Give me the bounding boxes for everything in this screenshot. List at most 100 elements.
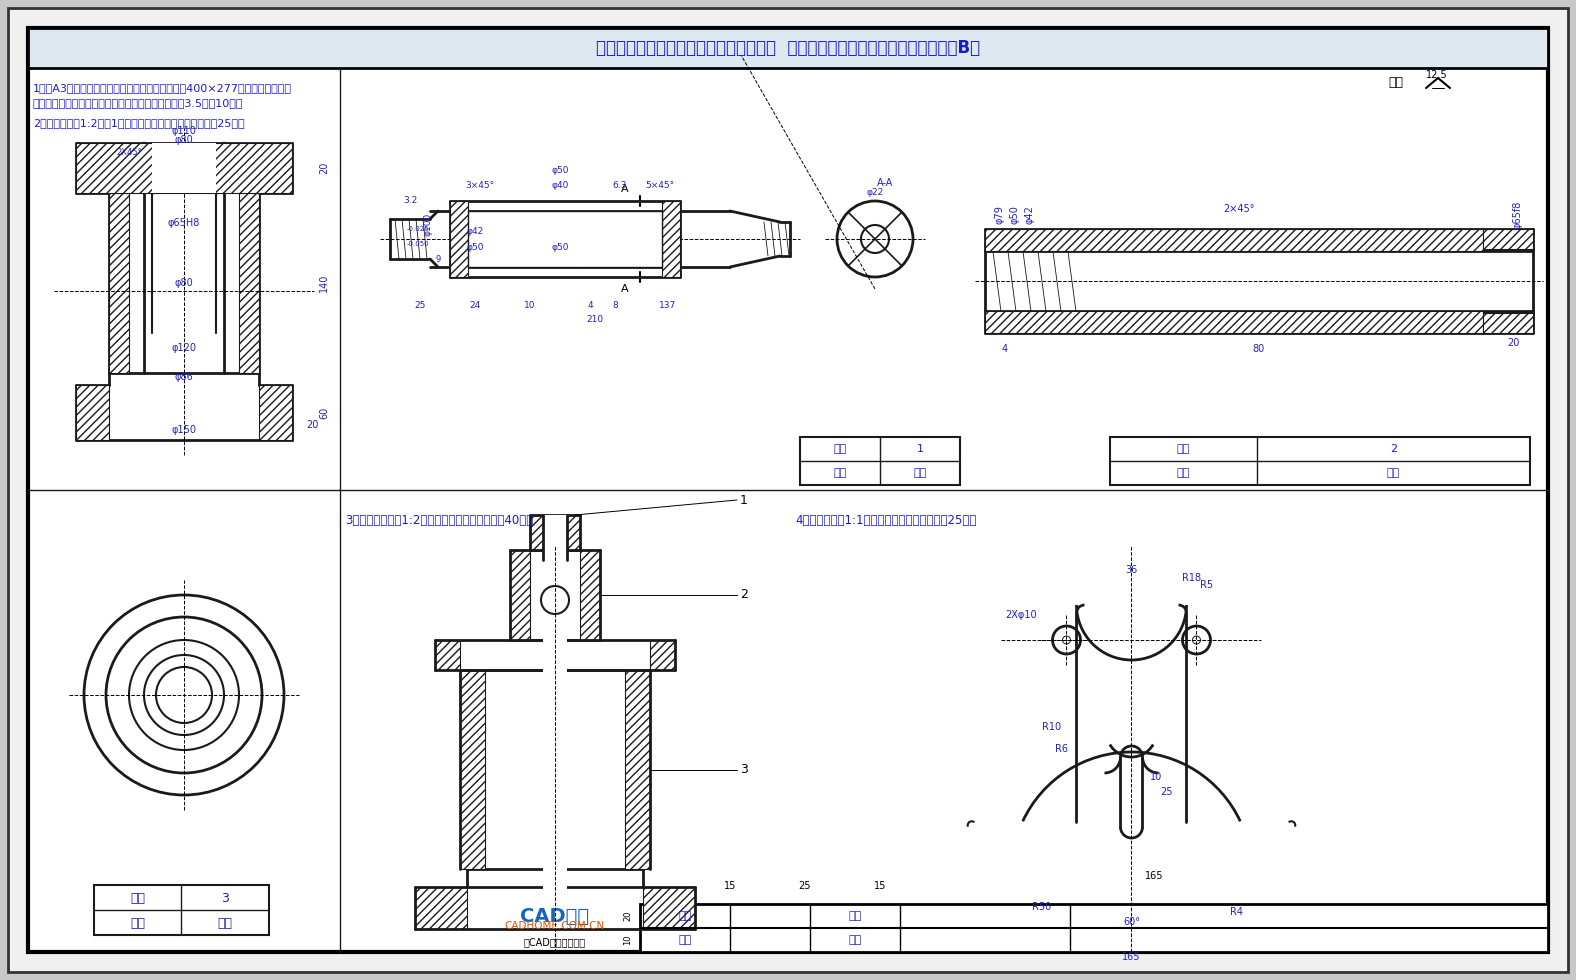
- Text: 成绩: 成绩: [678, 911, 692, 921]
- Bar: [563, 515, 580, 550]
- Text: 2: 2: [741, 589, 749, 602]
- Text: 2Xφ10: 2Xφ10: [1005, 610, 1037, 620]
- Text: R18: R18: [1182, 573, 1201, 583]
- Text: 3.2: 3.2: [403, 197, 418, 206]
- Bar: [649, 640, 675, 670]
- Bar: [109, 193, 129, 373]
- Text: φ100: φ100: [424, 213, 432, 235]
- Text: φ80: φ80: [175, 135, 194, 145]
- Bar: [435, 640, 460, 670]
- Text: CAD之家: CAD之家: [520, 906, 589, 925]
- Bar: [414, 887, 466, 929]
- Text: 137: 137: [659, 301, 676, 310]
- Bar: [340, 68, 1548, 490]
- Text: 4: 4: [588, 301, 593, 310]
- Text: 10: 10: [525, 301, 536, 310]
- Text: 2×45°: 2×45°: [1223, 205, 1254, 215]
- Bar: [530, 515, 547, 550]
- Text: φ120: φ120: [172, 343, 197, 353]
- Text: φ65H8: φ65H8: [167, 218, 200, 228]
- Text: R10: R10: [1042, 722, 1061, 732]
- Text: A: A: [621, 284, 629, 294]
- Text: 螺套: 螺套: [1387, 468, 1399, 478]
- Bar: [28, 28, 1548, 68]
- Text: 15: 15: [873, 881, 886, 891]
- Bar: [240, 193, 258, 373]
- Text: CADHOME.COM.CN: CADHOME.COM.CN: [504, 921, 605, 931]
- Bar: [511, 550, 530, 640]
- Text: 其余: 其余: [1388, 76, 1403, 89]
- Text: -0.050: -0.050: [407, 241, 429, 247]
- Text: 60: 60: [318, 407, 329, 418]
- Text: φ50: φ50: [552, 167, 569, 175]
- Bar: [1483, 314, 1533, 333]
- Text: φ40: φ40: [552, 181, 569, 190]
- Bar: [451, 201, 468, 277]
- Text: R50: R50: [1032, 902, 1051, 912]
- Text: 20: 20: [624, 910, 632, 921]
- Text: R6: R6: [1054, 744, 1069, 754]
- Text: φ42: φ42: [466, 226, 484, 235]
- Text: 12.5: 12.5: [1426, 70, 1448, 80]
- Text: φ65f8: φ65f8: [1513, 200, 1522, 228]
- Bar: [969, 123, 1548, 440]
- Text: 165: 165: [1144, 871, 1163, 881]
- Bar: [65, 138, 304, 445]
- Bar: [801, 437, 960, 485]
- Bar: [95, 885, 269, 935]
- Bar: [1110, 437, 1530, 485]
- Text: 名称: 名称: [131, 916, 145, 929]
- Text: 36: 36: [1125, 565, 1138, 575]
- Text: 15: 15: [723, 881, 736, 891]
- Text: 2、按标注尺寸1:2抄画1号螺杆的零件图，并标全尺寸。（25分）: 2、按标注尺寸1:2抄画1号螺杆的零件图，并标全尺寸。（25分）: [33, 118, 244, 128]
- Text: 3: 3: [741, 763, 749, 776]
- Text: 25: 25: [799, 881, 812, 891]
- Text: 序号: 序号: [131, 892, 145, 905]
- Text: 2: 2: [1390, 444, 1396, 454]
- Text: φ150: φ150: [172, 425, 197, 435]
- Text: R4: R4: [1229, 907, 1243, 917]
- Text: φ79: φ79: [994, 205, 1005, 224]
- Text: 2X45°: 2X45°: [117, 149, 142, 158]
- Bar: [76, 385, 109, 440]
- Text: 序号: 序号: [1177, 444, 1190, 454]
- Text: 4、按标注尺寸1:1绘制图形，并标全尺寸。（25分）: 4、按标注尺寸1:1绘制图形，并标全尺寸。（25分）: [794, 514, 977, 526]
- Text: 80: 80: [1253, 344, 1266, 354]
- Text: φ42: φ42: [1024, 205, 1035, 224]
- Bar: [151, 143, 216, 193]
- Bar: [76, 143, 292, 193]
- Text: 角绘制标题栏，在对应框内填写姓名和考号，字高为3.5。（10分）: 角绘制标题栏，在对应框内填写姓名和考号，字高为3.5。（10分）: [33, 98, 244, 108]
- Bar: [460, 670, 485, 869]
- Text: φ50: φ50: [552, 242, 569, 252]
- Text: 10: 10: [1150, 772, 1163, 782]
- Text: φ80: φ80: [175, 278, 194, 288]
- Text: 25: 25: [414, 301, 426, 310]
- Bar: [544, 515, 567, 892]
- Bar: [640, 904, 1548, 952]
- Text: 名称: 名称: [834, 468, 846, 478]
- Text: 3、根据零件图按1:2绘制装配图，并标注序号（40分）: 3、根据零件图按1:2绘制装配图，并标注序号（40分）: [345, 514, 533, 526]
- Text: R5: R5: [1199, 580, 1214, 590]
- Bar: [1483, 229, 1533, 250]
- Bar: [258, 385, 292, 440]
- Text: 210: 210: [586, 316, 604, 324]
- Text: 9: 9: [435, 255, 441, 264]
- Bar: [662, 201, 679, 277]
- Bar: [626, 670, 649, 869]
- Text: 机械或机电类国家职业技能鉴定统一考试  中级制图员《计算机绘图》测试试卷（B）: 机械或机电类国家职业技能鉴定统一考试 中级制图员《计算机绘图》测试试卷（B）: [596, 39, 980, 57]
- Text: 60°: 60°: [1124, 917, 1139, 927]
- Bar: [580, 550, 600, 640]
- Text: 底座: 底座: [217, 916, 233, 929]
- Text: 阅卷: 阅卷: [848, 911, 862, 921]
- Text: 3×45°: 3×45°: [465, 181, 495, 190]
- Text: φ50: φ50: [1010, 205, 1020, 224]
- Text: 螺杆: 螺杆: [914, 468, 927, 478]
- Bar: [785, 550, 1538, 947]
- Text: 1: 1: [741, 494, 749, 507]
- Bar: [985, 229, 1483, 252]
- Text: 8: 8: [611, 301, 618, 310]
- Text: 20: 20: [306, 420, 318, 430]
- Bar: [468, 211, 662, 267]
- Text: 让CAD学习更简单！: 让CAD学习更简单！: [523, 937, 586, 947]
- Text: A: A: [621, 184, 629, 194]
